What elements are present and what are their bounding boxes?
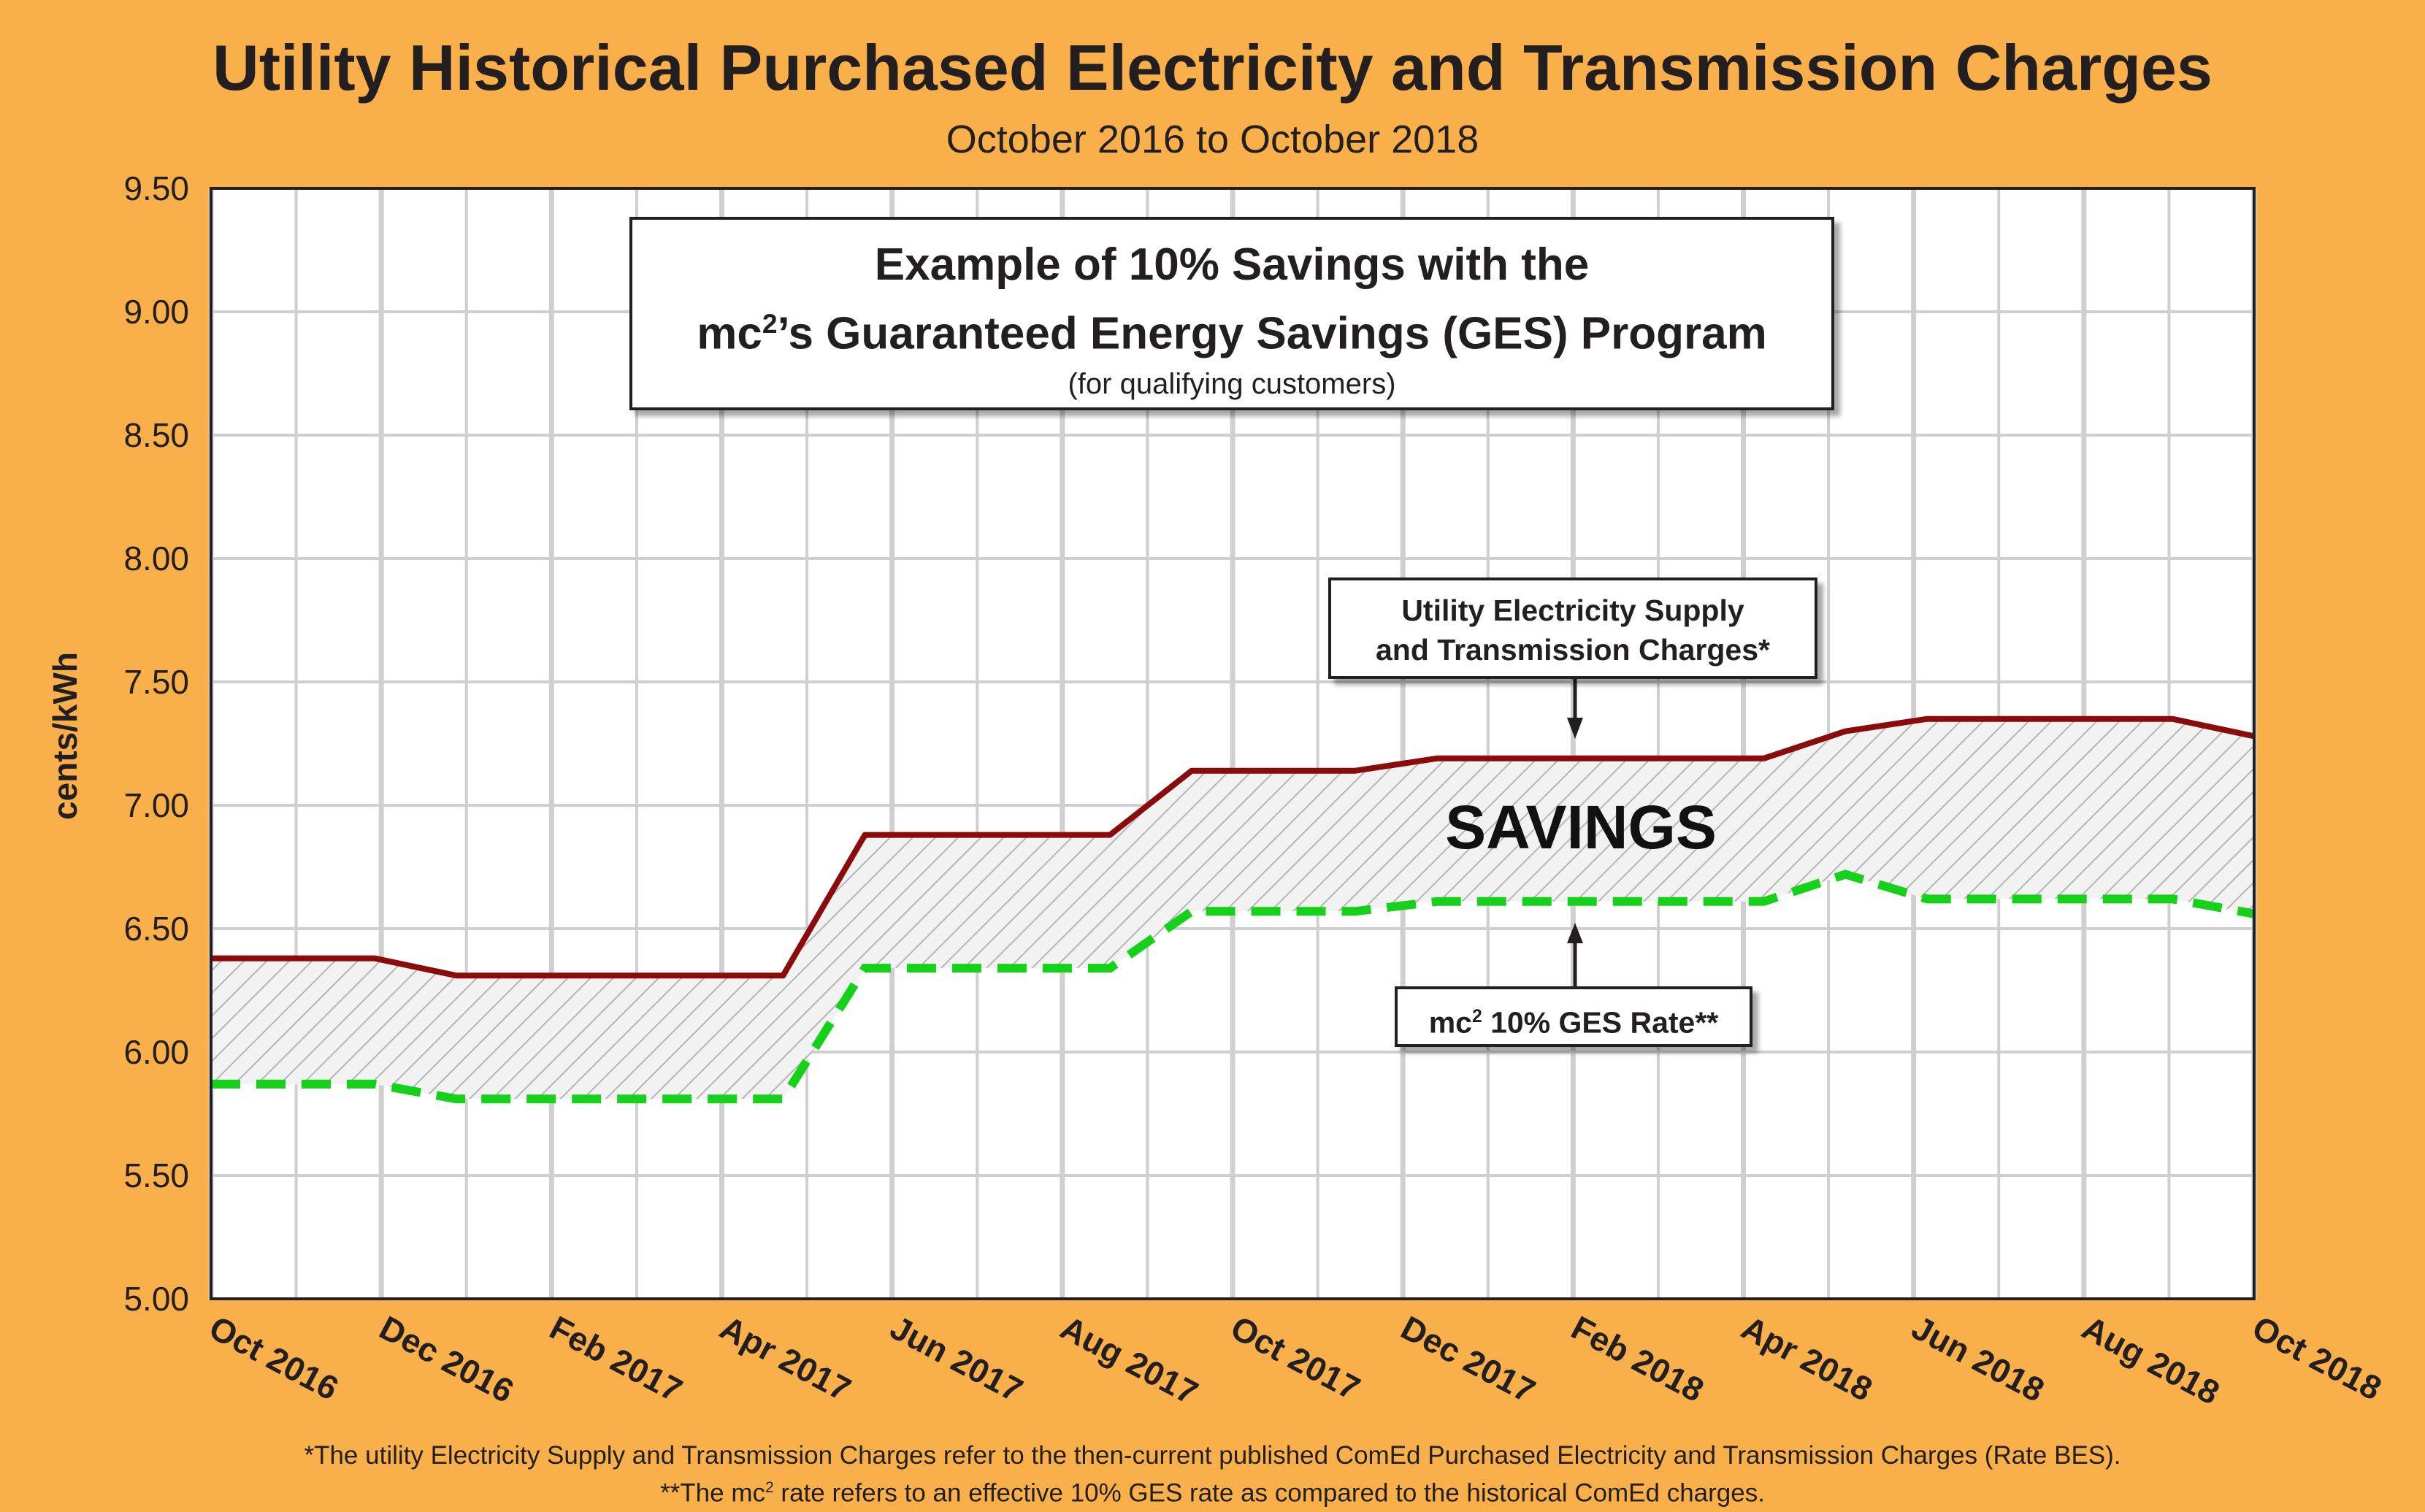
y-tick-label: 7.50 xyxy=(123,663,189,701)
x-tick-label: Oct 2017 xyxy=(1225,1308,1366,1408)
x-tick-label: Dec 2016 xyxy=(373,1308,520,1411)
y-tick-label: 9.50 xyxy=(123,169,189,207)
utility-charges-line xyxy=(211,715,2255,979)
y-tick-label: 6.00 xyxy=(123,1033,189,1071)
y-tick-label: 8.50 xyxy=(123,416,189,454)
y-tick-label: 8.00 xyxy=(123,540,189,577)
savings-label: SAVINGS xyxy=(1445,793,1717,861)
program-callout-line2: mc2’s Guaranteed Energy Savings (GES) Pr… xyxy=(697,308,1767,359)
y-tick-label: 6.50 xyxy=(123,910,189,948)
chart-subtitle: October 2016 to October 2018 xyxy=(946,118,1479,161)
x-tick-label: Oct 2018 xyxy=(2246,1308,2388,1408)
footnote-1: *The utility Electricity Supply and Tran… xyxy=(304,1441,2121,1470)
x-tick-label: Feb 2018 xyxy=(1566,1308,1710,1409)
x-tick-label: Feb 2017 xyxy=(544,1308,689,1409)
x-tick-label: Aug 2017 xyxy=(1054,1308,1204,1412)
x-tick-label: Apr 2018 xyxy=(1736,1308,1879,1408)
footnotes: *The utility Electricity Supply and Tran… xyxy=(0,1440,2425,1510)
utility-callout-line1: Utility Electricity Supply xyxy=(1401,594,1744,627)
y-tick-label: 5.00 xyxy=(123,1280,189,1318)
footnote-2: **The mc2 rate refers to an effective 10… xyxy=(660,1478,1765,1508)
ges-rate-line xyxy=(211,870,2256,1104)
y-tick-label: 9.00 xyxy=(123,293,189,331)
x-tick-label: Dec 2017 xyxy=(1395,1308,1541,1411)
y-axis-ticks: 5.00 5.50 6.00 6.50 7.00 7.50 8.00 8.50 9.00 9.50 xyxy=(123,169,189,1318)
x-tick-label: Aug 2018 xyxy=(2076,1308,2226,1412)
program-callout: Example of 10% Savings with the mc2’s Gu… xyxy=(629,217,1834,410)
x-tick-label: Apr 2017 xyxy=(714,1308,857,1408)
program-callout-line3: (for qualifying customers) xyxy=(1068,367,1396,400)
program-callout-line1: Example of 10% Savings with the xyxy=(874,239,1590,290)
chart-title: Utility Historical Purchased Electricity… xyxy=(212,31,2213,104)
x-tick-label: Oct 2016 xyxy=(203,1308,345,1408)
utility-charges-callout: Utility Electricity Supply and Transmiss… xyxy=(1328,577,1817,679)
x-tick-label: Jun 2018 xyxy=(1906,1308,2050,1409)
y-tick-label: 5.50 xyxy=(123,1156,189,1194)
x-axis-ticks: Oct 2016 Dec 2016 Feb 2017 Apr 2017 Jun 2017… xyxy=(203,1308,2388,1412)
utility-arrow xyxy=(1567,679,1583,739)
x-tick-label: Jun 2017 xyxy=(884,1308,1029,1409)
y-axis-label: cents/kWh xyxy=(46,652,84,820)
plot-frame xyxy=(210,187,2256,1300)
utility-callout-line2: and Transmission Charges* xyxy=(1375,633,1770,667)
ges-arrow xyxy=(1567,923,1583,986)
ges-rate-callout: mc2 10% GES Rate** xyxy=(1395,986,1752,1047)
y-tick-label: 7.00 xyxy=(123,786,189,824)
